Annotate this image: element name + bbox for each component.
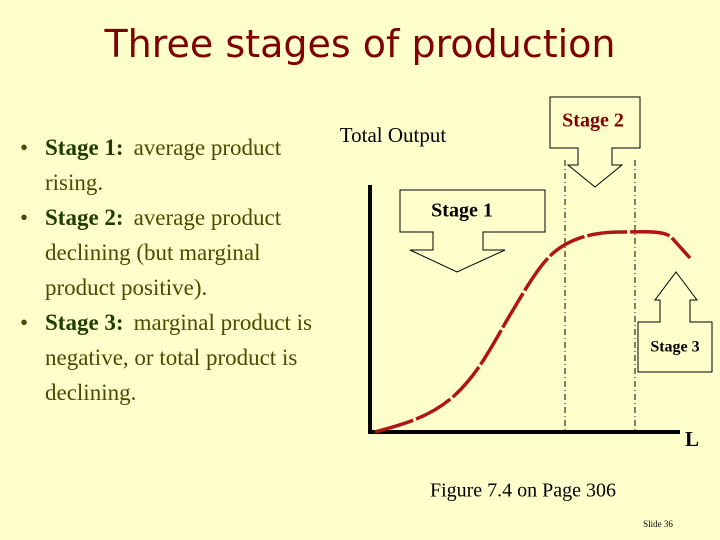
callout-label: Stage 3 [650,339,699,356]
bullet: Stage 1:average product rising. [20,130,330,200]
bullet-label: Stage 3: [45,310,124,335]
bullet: Stage 2:average product declining (but m… [20,200,330,305]
bullet-list: Stage 1:average product rising. Stage 2:… [20,130,330,410]
bullet-text: marginal product is negative, or total p… [45,310,313,405]
total-product-curve [374,230,692,434]
figure-caption: Figure 7.4 on Page 306 [430,480,616,502]
callout-label: Stage 2 [562,110,624,132]
slide-title: Three stages of production [104,22,616,66]
callout-box [399,189,546,273]
bullet-text: average product declining (but marginal … [45,205,282,300]
bullet: Stage 3:marginal product is negative, or… [20,305,330,410]
y-axis-label: Total Output [340,123,447,147]
bullet-label: Stage 2: [45,205,124,230]
callout-label: Stage 1 [431,200,493,222]
bullet-label: Stage 1: [45,135,124,160]
x-axis-label: L [685,427,699,451]
callout-box [549,96,641,188]
slide-number: Slide 36 [643,519,673,529]
bullet-text: average product rising. [45,135,282,195]
callout-box [637,271,713,373]
